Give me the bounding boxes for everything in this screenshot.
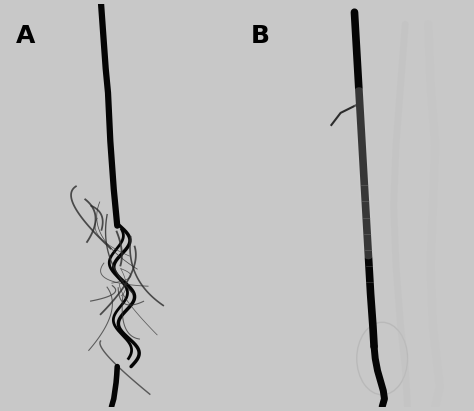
Text: A: A: [16, 24, 35, 48]
Ellipse shape: [357, 322, 408, 395]
Text: B: B: [251, 24, 270, 48]
